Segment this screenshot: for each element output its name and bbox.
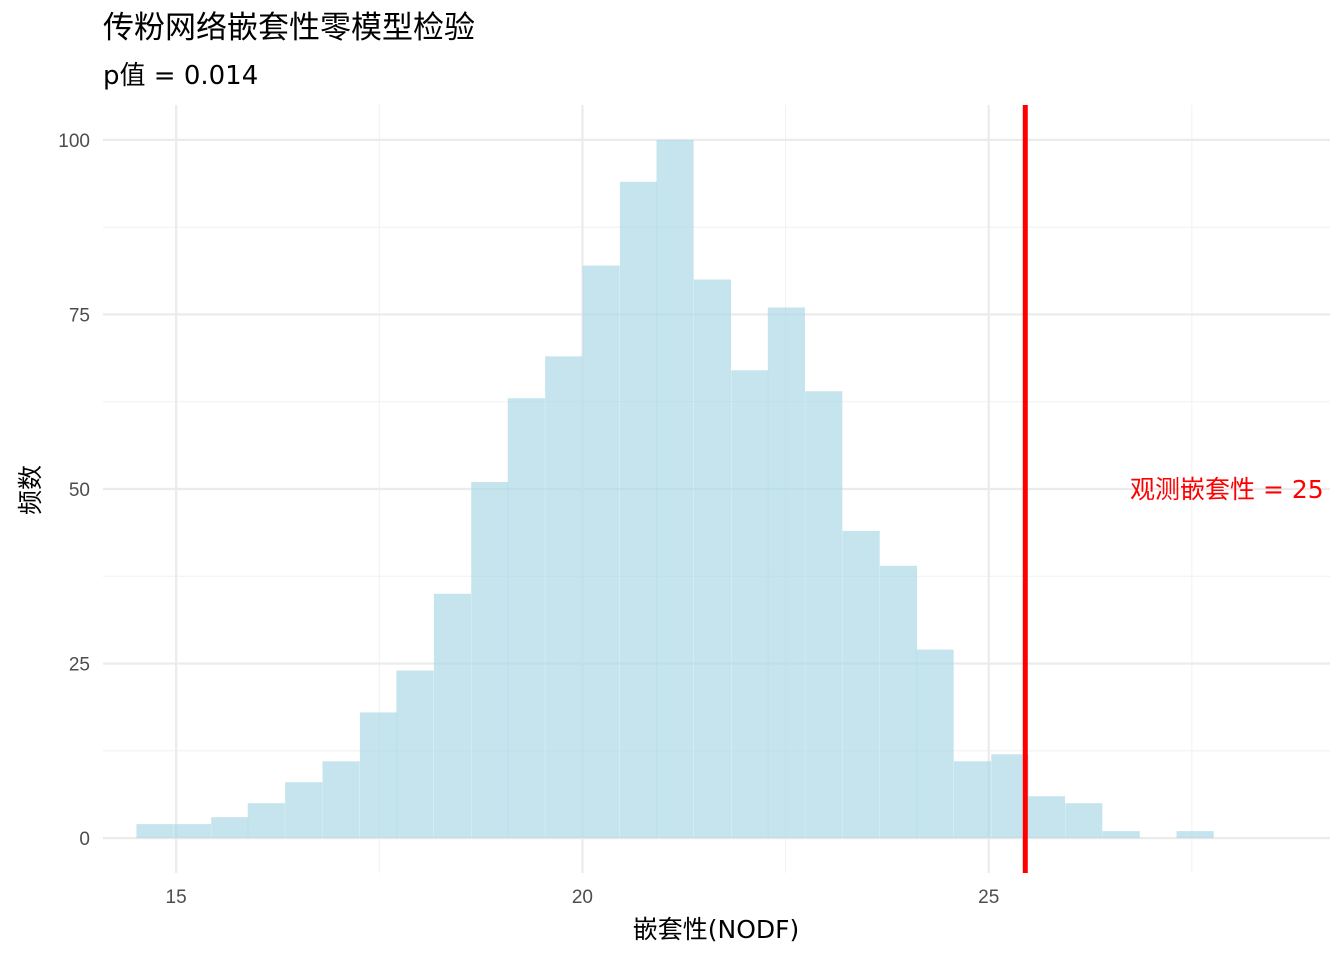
histogram-bar [285, 782, 323, 839]
histogram-bar [247, 803, 285, 839]
histogram-bar [731, 370, 769, 839]
histogram-bar [471, 482, 509, 839]
y-tick-label: 75 [69, 305, 90, 326]
histogram-bar [879, 565, 918, 839]
histogram-bar [1027, 796, 1065, 839]
y-tick-label: 25 [69, 655, 90, 676]
tick-labels: 15 20 25 0 25 50 75 100 [58, 131, 999, 908]
histogram-bar [173, 824, 211, 839]
histogram-bar [991, 754, 1029, 839]
histogram-bar [619, 181, 658, 839]
histogram-bar [211, 817, 249, 839]
histogram-bar [656, 139, 694, 839]
histogram-bar [507, 398, 545, 839]
histogram-bar [396, 670, 434, 839]
histogram-bar [693, 279, 732, 839]
histogram-bar [582, 265, 620, 839]
chart-subtitle: p值 = 0.014 [103, 61, 259, 91]
y-tick-label: 50 [69, 480, 90, 501]
x-tick-label: 15 [166, 887, 187, 908]
histogram-bar [953, 761, 992, 839]
histogram-bar [359, 712, 398, 839]
histogram-bar [545, 356, 583, 839]
observed-value-label: 观测嵌套性 = 25 [1130, 475, 1324, 504]
y-axis-title: 频数 [16, 465, 45, 515]
y-tick-label: 0 [79, 829, 90, 850]
histogram-bar [916, 649, 954, 839]
histogram-bar [322, 761, 360, 839]
x-tick-label: 25 [978, 887, 999, 908]
histogram-bar [136, 824, 174, 839]
histogram-bar [842, 530, 880, 839]
x-tick-label: 20 [572, 887, 593, 908]
histogram-bar [1176, 831, 1214, 839]
histogram-bar [1065, 803, 1103, 839]
y-tick-label: 100 [58, 131, 90, 152]
histogram-bars [136, 139, 1214, 839]
histogram-bar [767, 307, 805, 839]
observed-reference: 观测嵌套性 = 25 [1022, 105, 1324, 873]
x-axis-title: 嵌套性(NODF) [633, 915, 800, 944]
histogram-bar [433, 593, 471, 839]
histogram-bar [805, 391, 843, 839]
chart-title: 传粉网络嵌套性零模型检验 [103, 10, 475, 46]
histogram-bar [1102, 831, 1140, 839]
